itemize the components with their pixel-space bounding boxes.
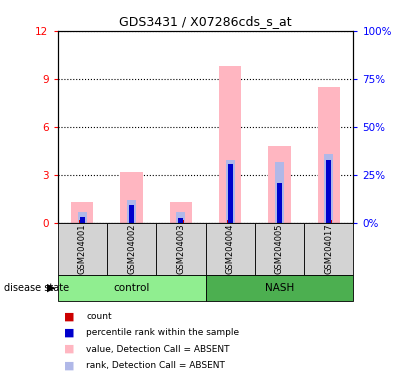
Text: count: count (86, 312, 112, 321)
Text: ▶: ▶ (47, 283, 56, 293)
Bar (78, 212, 87, 223)
Bar (277, 220, 282, 223)
FancyBboxPatch shape (255, 223, 304, 275)
Text: value, Detection Call = ABSENT: value, Detection Call = ABSENT (86, 344, 230, 354)
FancyBboxPatch shape (206, 223, 255, 275)
Text: ■: ■ (64, 328, 74, 338)
Bar (219, 66, 241, 223)
Title: GDS3431 / X07286cds_s_at: GDS3431 / X07286cds_s_at (119, 15, 292, 28)
Bar (178, 220, 184, 223)
Text: GSM204001: GSM204001 (78, 223, 87, 274)
Text: rank, Detection Call = ABSENT: rank, Detection Call = ABSENT (86, 361, 225, 370)
Bar (277, 183, 282, 223)
Bar (324, 154, 333, 223)
Bar (227, 220, 233, 223)
Text: ■: ■ (64, 360, 74, 370)
FancyBboxPatch shape (304, 223, 353, 275)
Text: GSM204004: GSM204004 (226, 223, 235, 274)
FancyBboxPatch shape (156, 223, 206, 275)
FancyBboxPatch shape (107, 223, 156, 275)
Bar (228, 164, 233, 223)
Text: GSM204005: GSM204005 (275, 223, 284, 274)
FancyBboxPatch shape (206, 275, 353, 301)
Bar (170, 202, 192, 223)
Bar (318, 87, 340, 223)
FancyBboxPatch shape (58, 275, 206, 301)
Bar (226, 161, 235, 223)
Bar (120, 172, 143, 223)
Bar (326, 161, 331, 223)
Bar (129, 220, 134, 223)
Bar (79, 220, 85, 223)
Text: ■: ■ (64, 344, 74, 354)
Bar (80, 217, 85, 223)
Bar (268, 146, 291, 223)
Bar (127, 200, 136, 223)
Text: percentile rank within the sample: percentile rank within the sample (86, 328, 240, 338)
Bar (71, 202, 93, 223)
Text: NASH: NASH (265, 283, 294, 293)
Text: disease state: disease state (4, 283, 69, 293)
Bar (178, 218, 183, 223)
Text: GSM204003: GSM204003 (176, 223, 185, 274)
Bar (176, 212, 185, 223)
Bar (275, 162, 284, 223)
Text: control: control (113, 283, 150, 293)
Text: GSM204002: GSM204002 (127, 223, 136, 274)
Bar (326, 220, 332, 223)
Bar (129, 205, 134, 223)
Text: ■: ■ (64, 312, 74, 322)
Text: GSM204017: GSM204017 (324, 223, 333, 274)
FancyBboxPatch shape (58, 223, 107, 275)
